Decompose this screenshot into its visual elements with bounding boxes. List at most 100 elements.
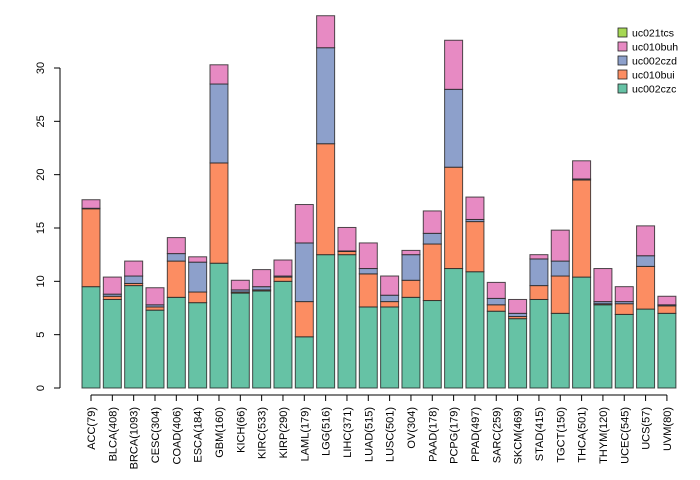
bar-segment-uc010bui bbox=[572, 179, 592, 278]
bar-segment-uc002czc bbox=[529, 298, 549, 389]
bar-segment-uc010buh bbox=[444, 39, 464, 90]
x-tick-label: PAAD(178) bbox=[427, 407, 439, 462]
x-tick-label: ESCA(184) bbox=[193, 407, 205, 463]
legend-label: uc010bui bbox=[632, 70, 675, 82]
bar-segment-uc010buh bbox=[252, 269, 272, 288]
bar-segment-uc010buh bbox=[294, 204, 314, 244]
bar-segment-uc002czc bbox=[81, 286, 101, 389]
bar-segment-uc010bui bbox=[81, 208, 101, 288]
bar-segment-uc010bui bbox=[358, 273, 378, 308]
bar-segment-uc002czc bbox=[252, 290, 272, 389]
legend-swatch-uc010bui bbox=[617, 69, 628, 80]
y-tick-label: 15 bbox=[35, 222, 47, 234]
bar-segment-uc010buh bbox=[145, 287, 165, 306]
bar-segment-uc010bui bbox=[486, 304, 506, 312]
bar-segment-uc002czd bbox=[166, 253, 186, 262]
bar-segment-uc002czd bbox=[422, 232, 442, 245]
bar-segment-uc002czc bbox=[209, 262, 229, 389]
bar-segment-uc010buh bbox=[465, 196, 485, 220]
bar-segment-uc010bui bbox=[294, 301, 314, 338]
bar-segment-uc002czd bbox=[529, 258, 549, 287]
bar-segment-uc010bui bbox=[614, 303, 634, 315]
x-tick-label: BRCA(1093) bbox=[129, 407, 141, 469]
bar-segment-uc010bui bbox=[316, 143, 336, 256]
bar-segment-uc010bui bbox=[422, 243, 442, 302]
bar-segment-uc002czc bbox=[465, 271, 485, 389]
bar-segment-uc002czd bbox=[209, 83, 229, 164]
y-tick-label: 5 bbox=[35, 332, 47, 338]
x-tick-label: GBM(160) bbox=[214, 407, 226, 458]
legend-swatch-uc002czd bbox=[617, 55, 628, 66]
bar-segment-uc002czd bbox=[444, 88, 464, 168]
bar-segment-uc002czc bbox=[145, 309, 165, 389]
bar-segment-uc002czc bbox=[444, 268, 464, 389]
x-tick-label: SARC(259) bbox=[491, 407, 503, 463]
bar-segment-uc002czc bbox=[166, 296, 186, 389]
bar-segment-uc002czc bbox=[337, 254, 357, 389]
bar-segment-uc010buh bbox=[380, 275, 400, 296]
bar-segment-uc010bui bbox=[273, 276, 293, 282]
bar-segment-uc010buh bbox=[572, 160, 592, 180]
bar-segment-uc002czc bbox=[422, 300, 442, 389]
bar-segment-uc010buh bbox=[614, 286, 634, 303]
bar-segment-uc010bui bbox=[550, 275, 570, 314]
legend-swatch-uc002czc bbox=[617, 83, 628, 94]
x-tick-label: TGCT(150) bbox=[555, 407, 567, 463]
legend-swatch-uc021tcs bbox=[617, 27, 628, 38]
bar-segment-uc010buh bbox=[358, 242, 378, 270]
x-tick-label: LUSC(501) bbox=[385, 407, 397, 462]
bar-segment-uc010buh bbox=[166, 237, 186, 255]
x-axis: ACC(79) BLCA(408) BRCA(1093) CESC(304) COAD(… bbox=[86, 394, 674, 469]
x-tick-label: LGG(516) bbox=[321, 407, 333, 456]
bar-segment-uc010buh bbox=[550, 229, 570, 262]
bar-segment-uc010bui bbox=[465, 221, 485, 273]
bar-segment-uc010buh bbox=[316, 15, 336, 49]
bar-segment-uc010buh bbox=[636, 225, 656, 257]
bar-segment-uc002czc bbox=[294, 336, 314, 389]
bar-segment-uc002czc bbox=[550, 312, 570, 389]
bar-segment-uc002czc bbox=[572, 276, 592, 389]
bar-segment-uc002czd bbox=[401, 254, 421, 281]
x-tick-label: UCEC(545) bbox=[619, 407, 631, 464]
legend-label: uc002czc bbox=[632, 84, 676, 96]
bar-segment-uc002czc bbox=[273, 280, 293, 389]
x-tick-label: KIRC(533) bbox=[257, 407, 269, 459]
bar-segment-uc002czd bbox=[188, 261, 208, 293]
bar-segment-uc002czd bbox=[380, 294, 400, 303]
bar-segment-uc002czd bbox=[316, 47, 336, 145]
bar-segment-uc010buh bbox=[508, 298, 528, 314]
x-tick-label: THCA(501) bbox=[577, 407, 589, 463]
bar-segment-uc010buh bbox=[337, 226, 357, 252]
y-axis: 0 5 10 15 20 25 30 bbox=[35, 62, 61, 391]
bar-segment-uc010buh bbox=[401, 249, 421, 256]
legend: uc021tcs uc010buh uc002czd uc010bui uc002czc bbox=[617, 27, 678, 96]
x-tick-label: PCPG(179) bbox=[449, 407, 461, 464]
bar-segment-uc010bui bbox=[636, 265, 656, 310]
bar-segment-uc010bui bbox=[380, 301, 400, 308]
bar-segment-uc002czc bbox=[102, 298, 122, 389]
x-tick-label: KIRP(290) bbox=[278, 407, 290, 458]
x-tick-label: UCS(57) bbox=[641, 407, 653, 450]
x-tick-label: STAD(415) bbox=[534, 407, 546, 461]
bar-segment-uc002czc bbox=[593, 304, 613, 389]
bar-segment-uc002czd bbox=[636, 255, 656, 267]
legend-label: uc021tcs bbox=[632, 28, 674, 40]
bar-segment-uc010buh bbox=[657, 295, 677, 306]
bar-segment-uc002czc bbox=[657, 312, 677, 389]
bar-segment-uc010bui bbox=[188, 291, 208, 304]
x-tick-label: ACC(79) bbox=[86, 407, 98, 450]
bar-segment-uc002czd bbox=[550, 260, 570, 277]
bar-segment-uc002czc bbox=[316, 254, 336, 389]
x-tick-label: BLCA(408) bbox=[107, 407, 119, 461]
legend-swatch-uc010buh bbox=[617, 41, 628, 52]
y-tick-label: 20 bbox=[35, 169, 47, 181]
bar-segment-uc010buh bbox=[124, 260, 144, 277]
bar-segment-uc002czc bbox=[124, 285, 144, 389]
y-tick-label: 0 bbox=[35, 385, 47, 391]
bar-segment-uc010bui bbox=[657, 305, 677, 314]
bar-segment-uc010buh bbox=[422, 210, 442, 234]
x-tick-label: COAD(406) bbox=[171, 407, 183, 464]
y-tick-label: 10 bbox=[35, 275, 47, 287]
legend-label: uc002czd bbox=[632, 56, 677, 68]
